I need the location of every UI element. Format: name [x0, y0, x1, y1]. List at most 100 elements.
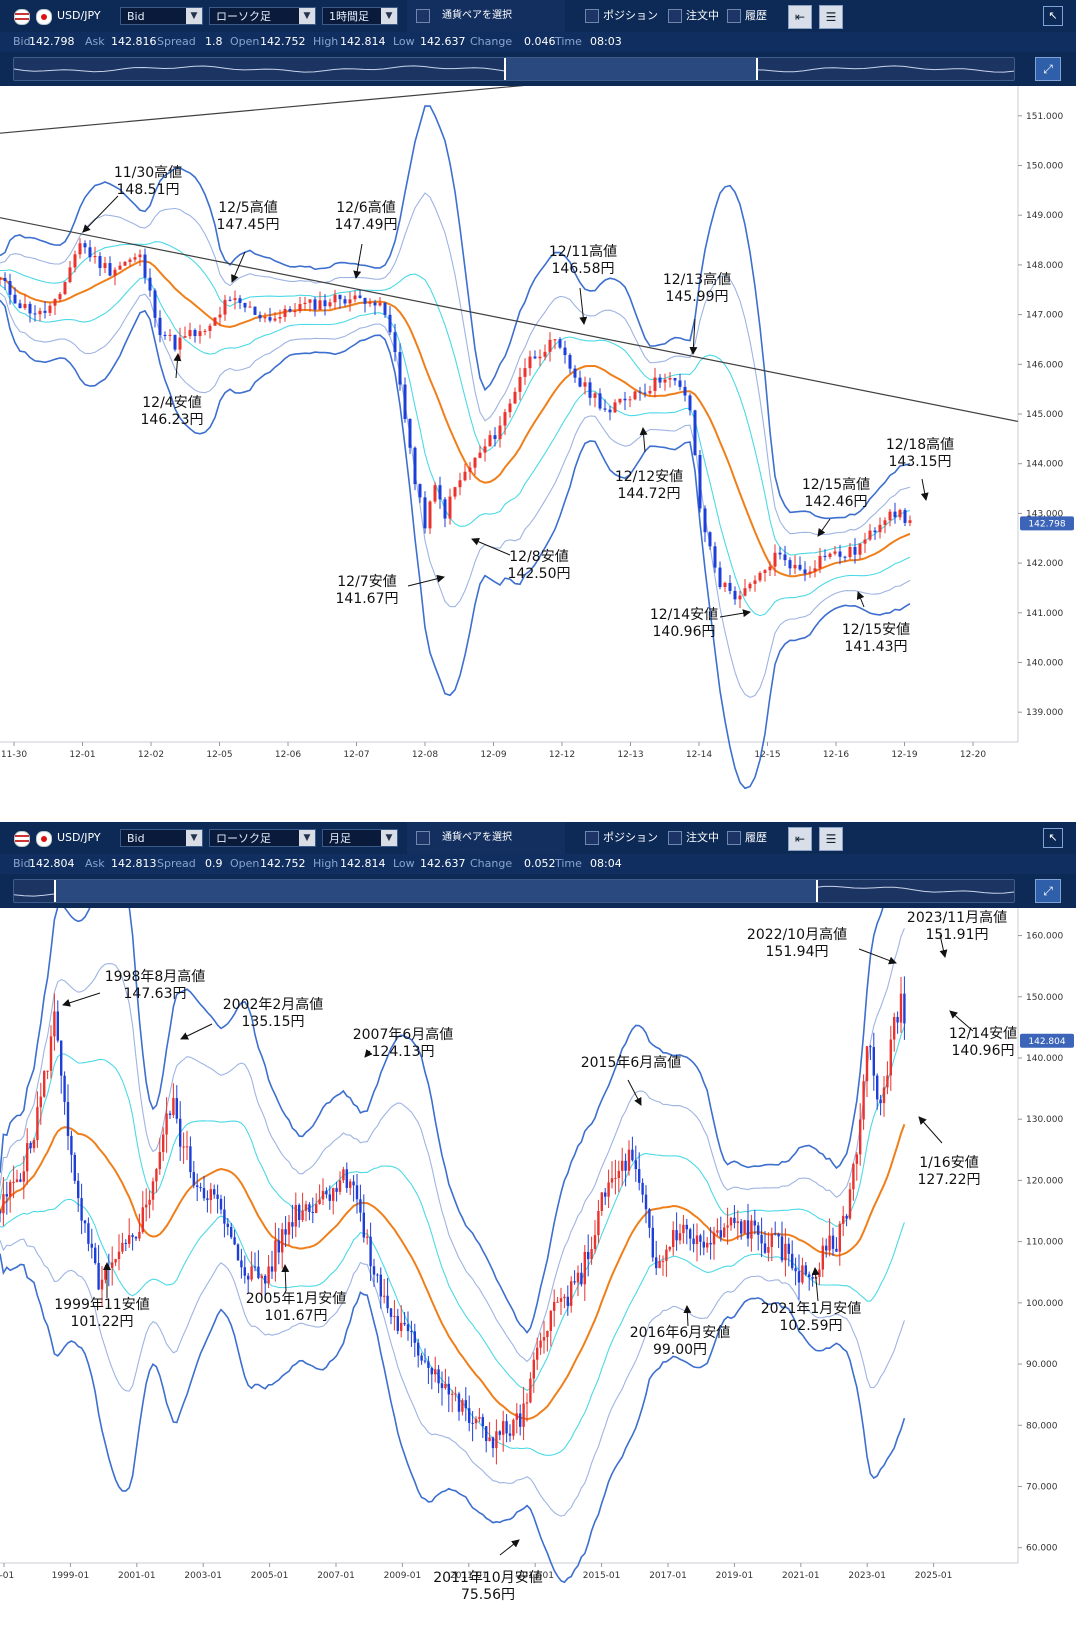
orders-checkbox[interactable] [668, 9, 682, 23]
position-checkbox[interactable] [585, 831, 599, 845]
candle-body [653, 377, 657, 391]
annotation-arrow [231, 251, 246, 283]
candle-body [66, 1101, 70, 1136]
candle-body [94, 1247, 97, 1264]
candle-body [56, 1011, 59, 1041]
candle-body [888, 511, 892, 521]
annotation-arrow [173, 353, 182, 379]
candle-body [617, 1170, 620, 1179]
candle-body [549, 1310, 552, 1331]
x-tick-label: 12-13 [617, 750, 643, 760]
annotation-title: 12/7安値 [337, 574, 396, 590]
select-pair-checkbox[interactable] [416, 9, 430, 23]
candle-body [869, 1046, 872, 1048]
position-checkbox[interactable] [585, 9, 599, 23]
candle-body [389, 1308, 393, 1317]
info-label: Open [230, 857, 260, 870]
y-tick-label: 110.000 [1026, 1238, 1063, 1248]
candle-body [879, 1099, 882, 1104]
candle-body [474, 1418, 478, 1424]
annotation-title: 2021年1月安値 [761, 1301, 862, 1317]
candle-body [8, 281, 12, 295]
candle-body [26, 1143, 29, 1172]
candle-body [678, 1233, 682, 1241]
candle-body [793, 564, 797, 569]
candle-body [165, 1113, 168, 1135]
candle-body [359, 1199, 362, 1213]
annotation-arrow [811, 1267, 820, 1302]
navigator-track[interactable] [13, 879, 1015, 903]
quote-info-bar [0, 854, 1076, 874]
annotation-title: 12/5高値 [218, 199, 277, 216]
y-tick-label: 90.000 [1026, 1360, 1058, 1370]
candle-body [808, 571, 812, 574]
history-checkbox[interactable] [727, 9, 741, 23]
quote-info-bar [0, 32, 1076, 52]
history-checkbox[interactable] [727, 831, 741, 845]
bollinger-3sigma-upper [0, 105, 911, 520]
export-icon[interactable]: ⇤ [788, 827, 812, 851]
resize-icon[interactable]: ↖ [1043, 828, 1063, 848]
list-icon[interactable]: ☰ [819, 827, 843, 851]
candle-body [63, 1075, 66, 1102]
candle-body [570, 1281, 573, 1306]
candle-body [148, 277, 152, 291]
resize-icon[interactable]: ↖ [1043, 6, 1063, 26]
chart-type-select[interactable]: ローソク足 ▼ [209, 829, 316, 847]
candle-body [313, 299, 317, 310]
price-type-select[interactable]: Bid ▼ [120, 7, 203, 25]
navigator-window[interactable] [504, 58, 758, 80]
candle-body [835, 1248, 838, 1252]
info-value: 142.752 [260, 35, 306, 48]
candle-body [108, 263, 112, 276]
select-pair-area[interactable]: 通貨ペアを選択 [407, 822, 565, 854]
select-pair-checkbox[interactable] [416, 831, 430, 845]
candle-body [583, 382, 587, 387]
list-icon[interactable]: ☰ [819, 5, 843, 29]
pair-label[interactable]: USD/JPY [57, 831, 101, 844]
expand-icon[interactable]: ⤢ [1035, 879, 1061, 903]
timeframe-select[interactable]: 月足 ▼ [322, 829, 398, 847]
pair-label[interactable]: USD/JPY [57, 9, 101, 22]
candle-body [267, 1266, 270, 1284]
navigator-window[interactable] [54, 880, 818, 902]
candle-body [706, 1242, 709, 1248]
x-tick-label: 7-01 [0, 1571, 14, 1581]
expand-icon[interactable]: ⤢ [1035, 57, 1061, 81]
candle-body [641, 1182, 644, 1195]
chart-type-select[interactable]: ローソク足 ▼ [209, 7, 316, 25]
timeframe-select[interactable]: 1時間足 ▼ [322, 7, 398, 25]
candle-body [168, 1113, 172, 1115]
candle-body [908, 520, 912, 523]
candle-body [263, 317, 267, 319]
price-type-select[interactable]: Bid ▼ [120, 829, 203, 847]
candle-body [638, 391, 642, 393]
candle-body [803, 569, 807, 574]
candle-body [321, 1190, 325, 1200]
annotation-title: 12/14安値 [650, 607, 718, 623]
navigator-track[interactable] [13, 57, 1015, 81]
x-tick-label: 2011-01 [450, 1571, 488, 1581]
x-tick-label: 1999-01 [52, 1571, 90, 1581]
annotation-title: 1999年11安値 [54, 1297, 149, 1313]
candle-body [862, 1081, 865, 1120]
moving-average-line [0, 1123, 906, 1421]
candle-body [726, 1225, 729, 1228]
candle-body [672, 1230, 675, 1247]
candle-body [675, 1230, 678, 1241]
y-tick-label: 146.000 [1026, 360, 1063, 370]
candle-body [348, 299, 352, 304]
annotation-value: 135.15円 [242, 1014, 305, 1030]
candle-body [753, 580, 757, 584]
candle-body [648, 390, 652, 394]
monthly-chart-panel: USD/JPY Bid ▼ ローソク足 ▼ 月足 ▼ 通貨ペアを選択 ポジション 注文… [0, 822, 1076, 1639]
candle-body [393, 332, 397, 353]
candle-body [22, 1171, 25, 1182]
orders-checkbox[interactable] [668, 831, 682, 845]
select-pair-area[interactable]: 通貨ペアを選択 [407, 0, 565, 32]
export-icon[interactable]: ⇤ [788, 5, 812, 29]
candle-body [608, 409, 612, 413]
candle-body [175, 1098, 178, 1119]
candle-body [104, 1267, 107, 1280]
candle-body [39, 1096, 42, 1108]
